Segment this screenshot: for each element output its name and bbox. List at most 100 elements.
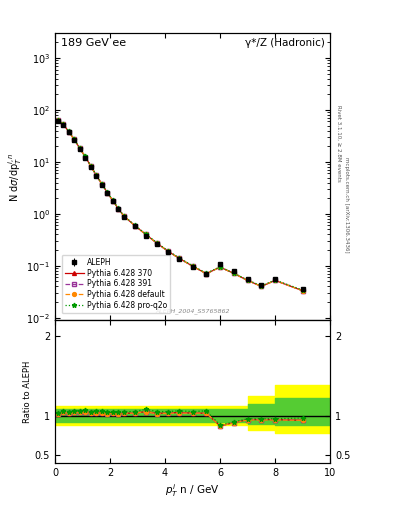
Line: Pythia 6.428 pro-q2o: Pythia 6.428 pro-q2o xyxy=(55,118,305,292)
Text: 189 GeV ee: 189 GeV ee xyxy=(61,37,126,48)
Pythia 6.428 391 xyxy=(121,213,126,219)
Pythia 6.428 370 xyxy=(94,172,99,178)
Pythia 6.428 370 xyxy=(132,223,137,229)
Pythia 6.428 391 xyxy=(218,264,222,270)
Pythia 6.428 default xyxy=(121,213,126,219)
Pythia 6.428 pro-q2o xyxy=(116,205,121,211)
Pythia 6.428 default xyxy=(72,136,77,142)
Pythia 6.428 default xyxy=(116,206,121,212)
Pythia 6.428 default xyxy=(66,129,71,135)
Pythia 6.428 370 xyxy=(245,278,250,284)
Pythia 6.428 391 xyxy=(143,231,148,238)
Pythia 6.428 391 xyxy=(204,271,209,277)
Pythia 6.428 370 xyxy=(154,240,159,246)
Pythia 6.428 pro-q2o xyxy=(83,153,88,159)
Pythia 6.428 370 xyxy=(66,129,71,135)
Pythia 6.428 370 xyxy=(204,271,209,277)
Pythia 6.428 pro-q2o xyxy=(88,163,93,169)
Pythia 6.428 pro-q2o xyxy=(121,212,126,219)
Pythia 6.428 391 xyxy=(94,172,99,178)
Line: Pythia 6.428 default: Pythia 6.428 default xyxy=(56,118,305,293)
Pythia 6.428 370 xyxy=(105,189,110,196)
Y-axis label: Ratio to ALEPH: Ratio to ALEPH xyxy=(23,360,32,423)
Line: Pythia 6.428 370: Pythia 6.428 370 xyxy=(56,118,305,293)
Pythia 6.428 391 xyxy=(300,288,305,294)
Pythia 6.428 391 xyxy=(259,283,264,289)
Y-axis label: N d$\sigma$/dp$_T^{i,n}$: N d$\sigma$/dp$_T^{i,n}$ xyxy=(6,152,24,202)
Pythia 6.428 391 xyxy=(154,240,159,246)
Pythia 6.428 370 xyxy=(55,117,60,123)
Pythia 6.428 370 xyxy=(83,154,88,160)
Pythia 6.428 370 xyxy=(259,283,264,289)
Pythia 6.428 pro-q2o xyxy=(190,263,195,269)
Pythia 6.428 default xyxy=(259,283,264,289)
Pythia 6.428 pro-q2o xyxy=(110,197,115,203)
Pythia 6.428 default xyxy=(94,172,99,178)
Pythia 6.428 370 xyxy=(300,288,305,294)
Pythia 6.428 370 xyxy=(218,264,222,270)
Pythia 6.428 pro-q2o xyxy=(231,270,236,276)
X-axis label: $p_T^i$ n / GeV: $p_T^i$ n / GeV xyxy=(165,482,220,499)
Pythia 6.428 default xyxy=(99,181,104,187)
Pythia 6.428 391 xyxy=(88,163,93,169)
Pythia 6.428 default xyxy=(61,121,66,127)
Pythia 6.428 370 xyxy=(110,198,115,204)
Pythia 6.428 391 xyxy=(99,181,104,187)
Text: mcplots.cern.ch [arXiv:1306.3436]: mcplots.cern.ch [arXiv:1306.3436] xyxy=(344,157,349,252)
Pythia 6.428 pro-q2o xyxy=(55,117,60,123)
Pythia 6.428 391 xyxy=(61,121,66,127)
Pythia 6.428 391 xyxy=(105,189,110,196)
Pythia 6.428 default xyxy=(77,145,82,152)
Pythia 6.428 pro-q2o xyxy=(165,248,170,254)
Text: Rivet 3.1.10, ≥ 2.8M events: Rivet 3.1.10, ≥ 2.8M events xyxy=(336,105,341,182)
Pythia 6.428 default xyxy=(176,255,181,261)
Pythia 6.428 pro-q2o xyxy=(218,264,222,270)
Pythia 6.428 391 xyxy=(190,263,195,269)
Pythia 6.428 pro-q2o xyxy=(273,277,277,283)
Pythia 6.428 pro-q2o xyxy=(72,136,77,142)
Pythia 6.428 default xyxy=(83,154,88,160)
Pythia 6.428 391 xyxy=(72,136,77,142)
Pythia 6.428 391 xyxy=(83,154,88,160)
Pythia 6.428 370 xyxy=(61,121,66,127)
Pythia 6.428 370 xyxy=(231,270,236,276)
Pythia 6.428 391 xyxy=(55,117,60,123)
Pythia 6.428 pro-q2o xyxy=(176,254,181,261)
Pythia 6.428 default xyxy=(132,223,137,229)
Pythia 6.428 pro-q2o xyxy=(204,270,209,276)
Pythia 6.428 pro-q2o xyxy=(259,283,264,289)
Pythia 6.428 default xyxy=(165,248,170,254)
Pythia 6.428 default xyxy=(55,117,60,123)
Pythia 6.428 default xyxy=(110,198,115,204)
Pythia 6.428 370 xyxy=(77,145,82,152)
Pythia 6.428 391 xyxy=(116,206,121,212)
Pythia 6.428 pro-q2o xyxy=(300,287,305,293)
Pythia 6.428 370 xyxy=(99,181,104,187)
Pythia 6.428 default xyxy=(143,231,148,238)
Pythia 6.428 370 xyxy=(143,231,148,238)
Pythia 6.428 default xyxy=(300,288,305,294)
Pythia 6.428 391 xyxy=(66,129,71,135)
Pythia 6.428 default xyxy=(218,264,222,270)
Text: γ*/Z (Hadronic): γ*/Z (Hadronic) xyxy=(245,37,325,48)
Pythia 6.428 370 xyxy=(190,263,195,269)
Pythia 6.428 370 xyxy=(116,206,121,212)
Pythia 6.428 pro-q2o xyxy=(66,128,71,134)
Text: ALEPH_2004_S5765862: ALEPH_2004_S5765862 xyxy=(155,309,230,314)
Pythia 6.428 pro-q2o xyxy=(94,172,99,178)
Pythia 6.428 pro-q2o xyxy=(61,121,66,127)
Pythia 6.428 370 xyxy=(273,278,277,284)
Pythia 6.428 391 xyxy=(176,255,181,261)
Pythia 6.428 pro-q2o xyxy=(77,145,82,151)
Pythia 6.428 370 xyxy=(72,136,77,142)
Pythia 6.428 391 xyxy=(110,198,115,204)
Pythia 6.428 391 xyxy=(245,278,250,284)
Pythia 6.428 default xyxy=(204,271,209,277)
Pythia 6.428 pro-q2o xyxy=(154,240,159,246)
Pythia 6.428 pro-q2o xyxy=(99,181,104,187)
Pythia 6.428 default xyxy=(231,270,236,276)
Legend: ALEPH, Pythia 6.428 370, Pythia 6.428 391, Pythia 6.428 default, Pythia 6.428 pr: ALEPH, Pythia 6.428 370, Pythia 6.428 39… xyxy=(62,254,170,313)
Pythia 6.428 default xyxy=(245,278,250,284)
Pythia 6.428 default xyxy=(273,278,277,284)
Pythia 6.428 default xyxy=(190,263,195,269)
